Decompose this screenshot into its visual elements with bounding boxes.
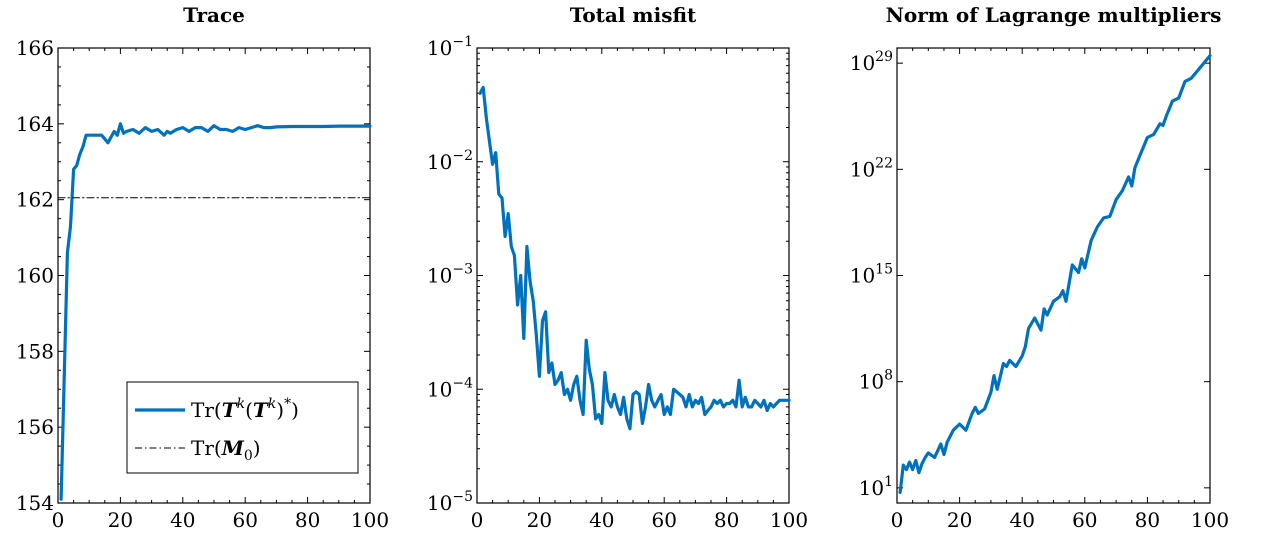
legend-label-1: Tr(Tk(Tk)*): [191, 396, 299, 422]
x-tick-label: 40: [1009, 508, 1034, 532]
chart-2: Total misfit 0 20 40 60 80 100 10−5 10−4 10−3 10−2…: [427, 3, 808, 532]
x-tick-label: 0: [471, 508, 484, 532]
y-tick-label: 1022: [850, 155, 893, 181]
y-tick-label: 101: [859, 474, 893, 500]
y-tick-label: 10−2: [427, 148, 473, 174]
x-tick-label: 100: [351, 508, 389, 532]
x-tick-label: 80: [714, 508, 739, 532]
y-tick-label: 10−5: [427, 489, 473, 515]
legend-label-2: Tr(M0): [191, 436, 261, 464]
x-tick-label: 0: [891, 508, 904, 532]
x-tick-label: 40: [170, 508, 195, 532]
chart-3: Norm of Lagrange multipliers 0 20 40 60 80 100…: [850, 3, 1229, 532]
y-tick-label: 10−3: [427, 262, 473, 288]
chart-1: Trace 0 20 40 60 80 100 154 156 158 160 162 164 166 Tr…: [16, 3, 389, 532]
legend: Tr(Tk(Tk)*) Tr(M0): [126, 381, 359, 474]
x-tick-label: 80: [295, 508, 320, 532]
y-tick-label: 1015: [850, 262, 893, 288]
y-tick-label: 162: [16, 188, 54, 212]
chart-title: Trace: [183, 3, 245, 27]
y-tick-label: 10−1: [427, 34, 473, 60]
series-line-1: [59, 122, 372, 501]
series-line-1: [898, 53, 1212, 494]
y-tick-label: 166: [16, 36, 54, 60]
y-tick-label: 164: [16, 112, 54, 136]
y-tick-label: 156: [16, 415, 54, 439]
x-tick-label: 100: [770, 508, 808, 532]
plot-area: [896, 47, 1211, 504]
x-tick-label: 60: [1072, 508, 1097, 532]
y-tick-label: 1029: [850, 49, 893, 75]
x-tick-label: 100: [1191, 508, 1229, 532]
chart-title: Total misfit: [570, 3, 697, 27]
y-tick-label: 10−4: [427, 375, 473, 401]
x-tick-label: 20: [947, 508, 972, 532]
x-tick-label: 40: [589, 508, 614, 532]
x-tick-label: 0: [52, 508, 65, 532]
x-tick-label: 20: [108, 508, 133, 532]
plot-area: [476, 47, 790, 504]
x-tick-label: 80: [1135, 508, 1160, 532]
y-tick-label: 158: [16, 339, 54, 363]
x-tick-label: 20: [527, 508, 552, 532]
chart-title: Norm of Lagrange multipliers: [886, 3, 1222, 27]
x-tick-label: 60: [232, 508, 257, 532]
x-tick-label: 60: [651, 508, 676, 532]
y-tick-label: 154: [16, 491, 54, 515]
series-line-1: [478, 85, 791, 431]
y-tick-label: 108: [859, 368, 893, 394]
y-tick-label: 160: [16, 264, 54, 288]
legend-box: [126, 381, 359, 474]
